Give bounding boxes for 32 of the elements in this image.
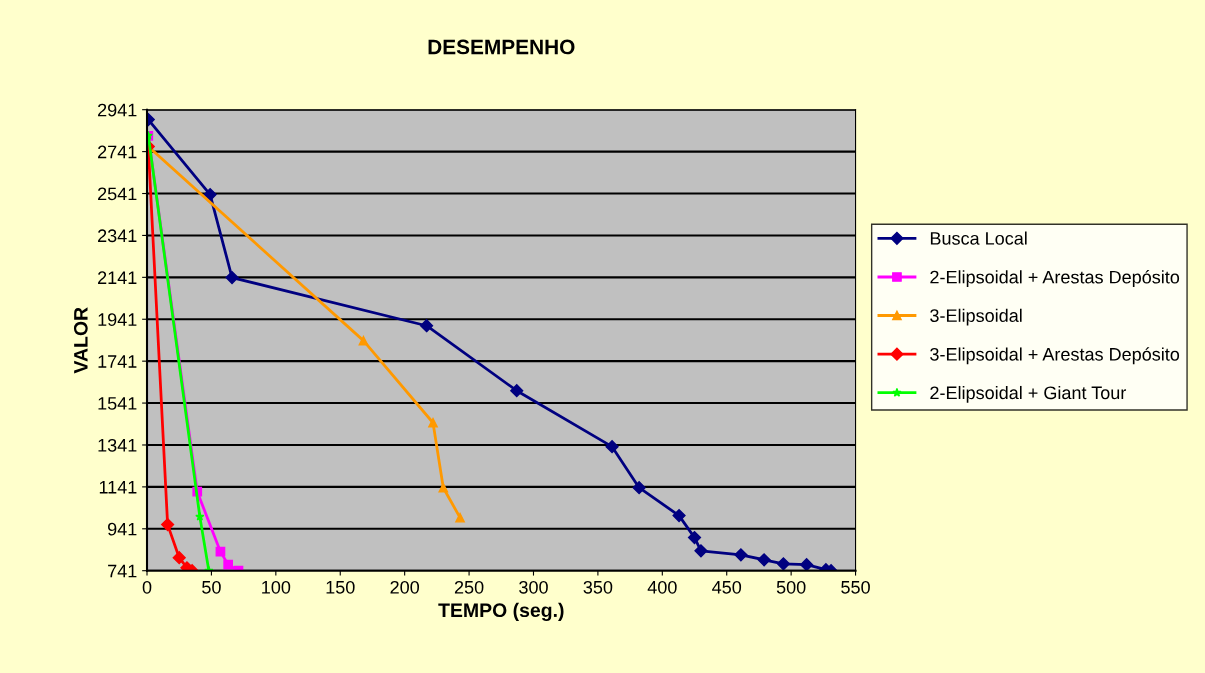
y-tick-label: 2341 [98,229,137,243]
chart-title: DESEMPENHO [428,39,575,55]
x-tick-label: 200 [390,580,420,594]
y-tick-label: 1941 [98,313,137,326]
legend-label: 2-Elipsoidal + Arestas Depósito [930,270,1180,288]
x-tick-label: 150 [326,580,355,594]
y-tick-label: 1141 [99,481,137,494]
y-axis-title: VALOR [73,307,88,374]
x-tick-label: 550 [841,580,870,594]
y-tick-label: 1541 [98,397,137,410]
x-tick-label: 50 [202,580,221,594]
x-tick-label: 450 [712,580,742,594]
x-tick-label: 300 [519,580,548,594]
y-tick-label: 2541 [98,187,137,201]
x-tick-label: 400 [647,580,677,594]
legend-label: Busca Local [930,231,1027,245]
y-tick-label: 941 [108,522,137,536]
y-tick-label: 1741 [98,355,137,368]
y-tick-label: 2141 [98,271,137,284]
x-tick-label: 100 [262,580,291,594]
x-tick-label: 350 [583,580,613,594]
y-tick-label: 2941 [98,103,137,117]
y-tick-label: 1341 [98,438,137,452]
legend-label: 3-Elipsoidal + Arestas Depósito [930,347,1180,365]
legend-label: 2-Elipsoidal + Giant Tour [930,385,1127,403]
x-tick-label: 0 [142,580,152,594]
legend-label: 3-Elipsoidal [930,308,1022,326]
y-tick-label: 2741 [98,145,137,159]
x-tick-label: 500 [776,580,806,594]
y-tick-label: 741 [108,564,137,578]
x-axis-title: TEMPO (seg.) [438,602,564,622]
x-tick-label: 250 [454,580,484,594]
